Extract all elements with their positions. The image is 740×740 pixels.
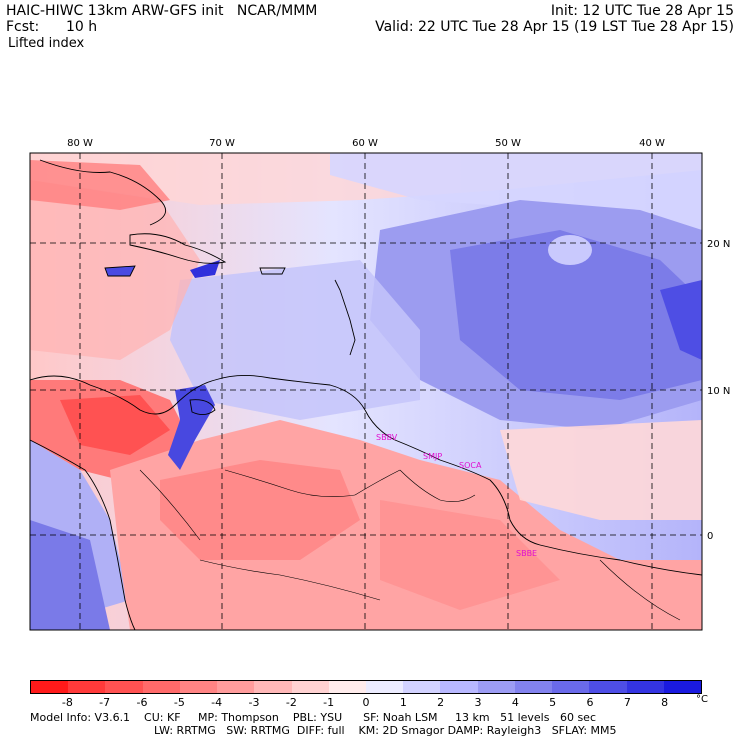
colorbar-swatch — [514, 681, 553, 693]
colorbar-tick-label: -3 — [248, 696, 260, 709]
colorbar-swatch — [589, 681, 627, 693]
colorbar-tick-label: 8 — [661, 696, 669, 709]
colorbar-swatch — [217, 681, 255, 693]
borders — [139, 469, 681, 621]
colorbar-swatch — [179, 681, 218, 693]
station-sbbe: SBBE — [516, 549, 537, 558]
colorbar-tick-label: 0 — [362, 696, 370, 709]
colorbar-tick-label: -1 — [323, 696, 335, 709]
colorbar-tick-label: -2 — [285, 696, 297, 709]
lon-label-70w: 70 W — [209, 138, 235, 149]
colorbar-tick-label: 7 — [623, 696, 631, 709]
graticule — [30, 153, 702, 630]
colorbar-swatch — [552, 681, 590, 693]
colorbar-swatch — [626, 681, 664, 693]
colorbar-swatch — [68, 681, 106, 693]
colorbar-swatch — [663, 681, 701, 693]
station-sbbv: SBBV — [376, 433, 398, 442]
colorbar-swatch — [142, 681, 180, 693]
colorbar-swatch — [328, 681, 366, 693]
model-title: HAIC-HIWC 13km ARW-GFS init NCAR/MMM — [6, 3, 318, 19]
colorbar-swatch — [105, 681, 143, 693]
lon-label-60w: 60 W — [352, 138, 378, 149]
colorbar-tick-label: 6 — [586, 696, 594, 709]
colorbar-swatch — [291, 681, 329, 693]
model-info-line2: LW: RRTMG SW: RRTMG DIFF: full KM: 2D Sm… — [154, 724, 617, 737]
lon-label-80w: 80 W — [67, 138, 93, 149]
colorbar-tick-label: -8 — [61, 696, 73, 709]
colorbar-tick-label: 2 — [437, 696, 445, 709]
lat-label-20n: 20 N — [707, 239, 730, 250]
coastlines — [30, 159, 702, 630]
colorbar-swatch — [365, 681, 404, 693]
forecast-label: Fcst: — [6, 19, 40, 35]
colorbar-swatch — [31, 681, 69, 693]
colorbar — [30, 680, 702, 694]
field-name: Lifted index — [8, 36, 85, 51]
colorbar-tick-label: -5 — [173, 696, 185, 709]
colorbar-tick-label: 1 — [399, 696, 407, 709]
lat-label-10n: 10 N — [707, 386, 730, 397]
lat-label-0: 0 — [707, 531, 713, 542]
colorbar-swatch — [477, 681, 515, 693]
colorbar-swatch — [403, 681, 441, 693]
colorbar-tick-label: -7 — [99, 696, 111, 709]
station-smjp: SMJP — [423, 452, 442, 461]
colorbar-tick-label: -4 — [211, 696, 223, 709]
map-frame — [29, 152, 703, 631]
colorbar-tick-label: 5 — [549, 696, 557, 709]
lifted-index-field — [30, 153, 702, 630]
colorbar-swatch — [254, 681, 292, 693]
lon-label-50w: 50 W — [495, 138, 521, 149]
init-time: Init: 12 UTC Tue 28 Apr 15 — [550, 3, 734, 19]
model-info-line1: Model Info: V3.6.1 CU: KF MP: Thompson P… — [30, 711, 597, 724]
colorbar-unit: °C — [696, 694, 708, 705]
colorbar-tick-label: 4 — [511, 696, 519, 709]
colorbar-tick-label: -6 — [136, 696, 148, 709]
colorbar-tick-label: 3 — [474, 696, 482, 709]
colorbar-swatch — [440, 681, 478, 693]
station-soca: SOCA — [459, 461, 482, 470]
map-panel: 80 W 70 W 60 W 50 W 40 W 20 N 10 N 0 SBB… — [29, 138, 730, 631]
valid-time: Valid: 22 UTC Tue 28 Apr 15 (19 LST Tue … — [375, 19, 734, 35]
forecast-hour: 10 h — [66, 19, 98, 35]
lon-label-40w: 40 W — [639, 138, 665, 149]
